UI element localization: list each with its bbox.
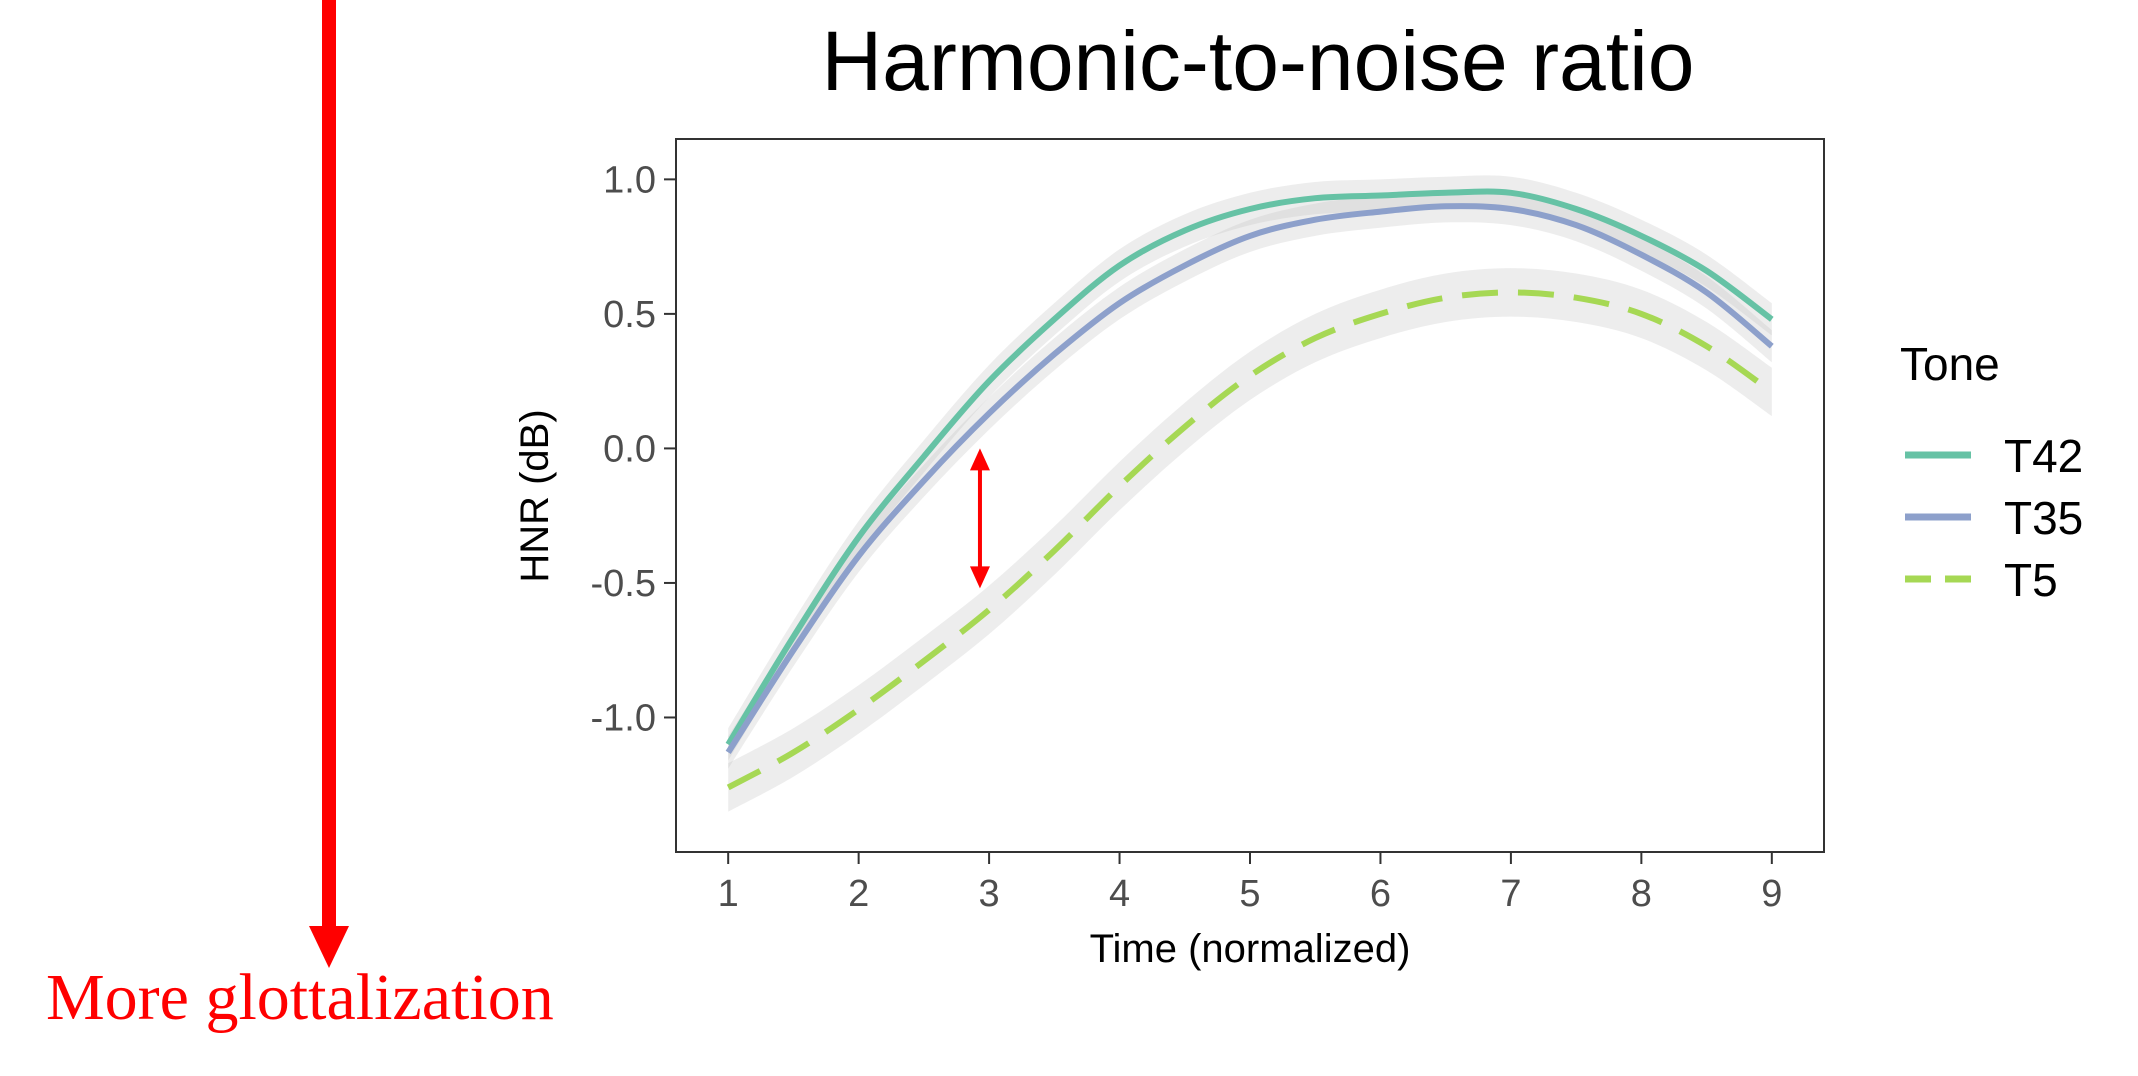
double-arrow-head-down (969, 566, 990, 589)
x-tick-label: 5 (1239, 873, 1260, 915)
glottalization-arrow-head (309, 926, 349, 968)
y-tick-label: 0.5 (603, 294, 656, 336)
y-tick-label: -1.0 (591, 697, 656, 739)
y-tick-label: 1.0 (603, 159, 656, 201)
confidence-band-t42 (728, 175, 1772, 761)
confidence-band-t5 (728, 268, 1772, 812)
series-lines (725, 188, 1774, 791)
x-tick-label: 7 (1500, 873, 1521, 915)
difference-double-arrow (969, 448, 990, 589)
x-tick-label: 4 (1109, 873, 1130, 915)
glottalization-label: More glottalization (46, 961, 554, 1034)
series-line-t35 (725, 203, 1774, 755)
y-axis: 1.0 0.5 0.0 -0.5 -1.0 (591, 159, 676, 739)
confidence-band-t35 (728, 189, 1772, 769)
x-tick-label: 9 (1761, 873, 1782, 915)
confidence-bands (728, 175, 1772, 812)
x-axis-label: Time (normalized) (1090, 927, 1411, 971)
legend-title: Tone (1900, 338, 2000, 390)
x-tick-label: 6 (1370, 873, 1391, 915)
x-tick-label: 3 (979, 873, 1000, 915)
x-tick-label: 2 (848, 873, 869, 915)
x-axis: 1 2 3 4 5 6 7 8 9 (718, 852, 1782, 915)
glottalization-arrow (309, 0, 349, 968)
x-tick-label: 1 (718, 873, 739, 915)
y-tick-label: 0.0 (603, 428, 656, 470)
x-tick-label: 8 (1631, 873, 1652, 915)
y-tick-label: -0.5 (591, 563, 656, 605)
series-line-t42 (725, 188, 1774, 746)
legend-label-t42: T42 (2004, 430, 2083, 482)
y-axis-label: HNR (dB) (513, 409, 557, 582)
legend-label-t5: T5 (2004, 554, 2058, 606)
series-line-t5 (726, 289, 1774, 791)
legend: Tone T42 T35 T5 (1900, 338, 2083, 606)
legend-label-t35: T35 (2004, 492, 2083, 544)
glottalization-arrow-shaft (322, 0, 336, 928)
double-arrow-head-up (969, 448, 990, 471)
chart-title: Harmonic-to-noise ratio (822, 14, 1695, 108)
